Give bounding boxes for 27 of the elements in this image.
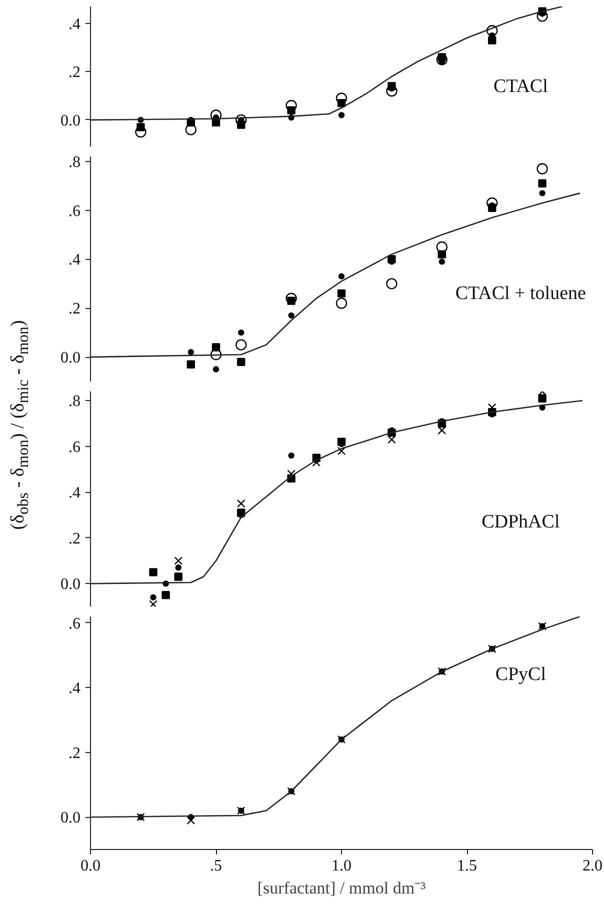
x-tick-label: 2.0	[582, 858, 602, 874]
y-tick-label: .4	[68, 16, 80, 33]
y-tick-label: .4	[68, 680, 80, 698]
x-tick-label: 0.0	[80, 858, 100, 874]
text: CTACl	[493, 76, 548, 97]
y-tick-label: .6	[68, 615, 80, 632]
y-tick-label: .4	[68, 252, 80, 269]
x-tick-label: 1.0	[332, 858, 352, 874]
y-tick-label: .2	[68, 300, 80, 318]
y-tick-label: 0.0	[60, 350, 80, 367]
x-tick-label: 1.5	[457, 858, 477, 874]
y-tick-label: .2	[68, 530, 80, 548]
y-tick-label: .2	[68, 744, 80, 762]
x-axis-title: [surfactant] / mmol dm⁻³	[257, 878, 426, 898]
y-tick-label: .2	[68, 64, 80, 82]
text: CDPhACl	[482, 511, 560, 532]
y-tick-label: .8	[68, 154, 80, 171]
text: CPyCl	[495, 664, 546, 685]
x-tick-label: .5	[210, 858, 222, 874]
text: CTACl + toluene	[455, 282, 586, 304]
y-tick-label: .6	[68, 202, 80, 220]
y-tick-label: 0.0	[60, 112, 80, 130]
y-tick-label: 0.0	[60, 810, 80, 827]
y-tick-label: .4	[68, 484, 80, 502]
y-tick-label: .8	[68, 393, 80, 410]
y-tick-label: 0.0	[60, 576, 80, 594]
y-tick-label: .6	[68, 438, 80, 456]
